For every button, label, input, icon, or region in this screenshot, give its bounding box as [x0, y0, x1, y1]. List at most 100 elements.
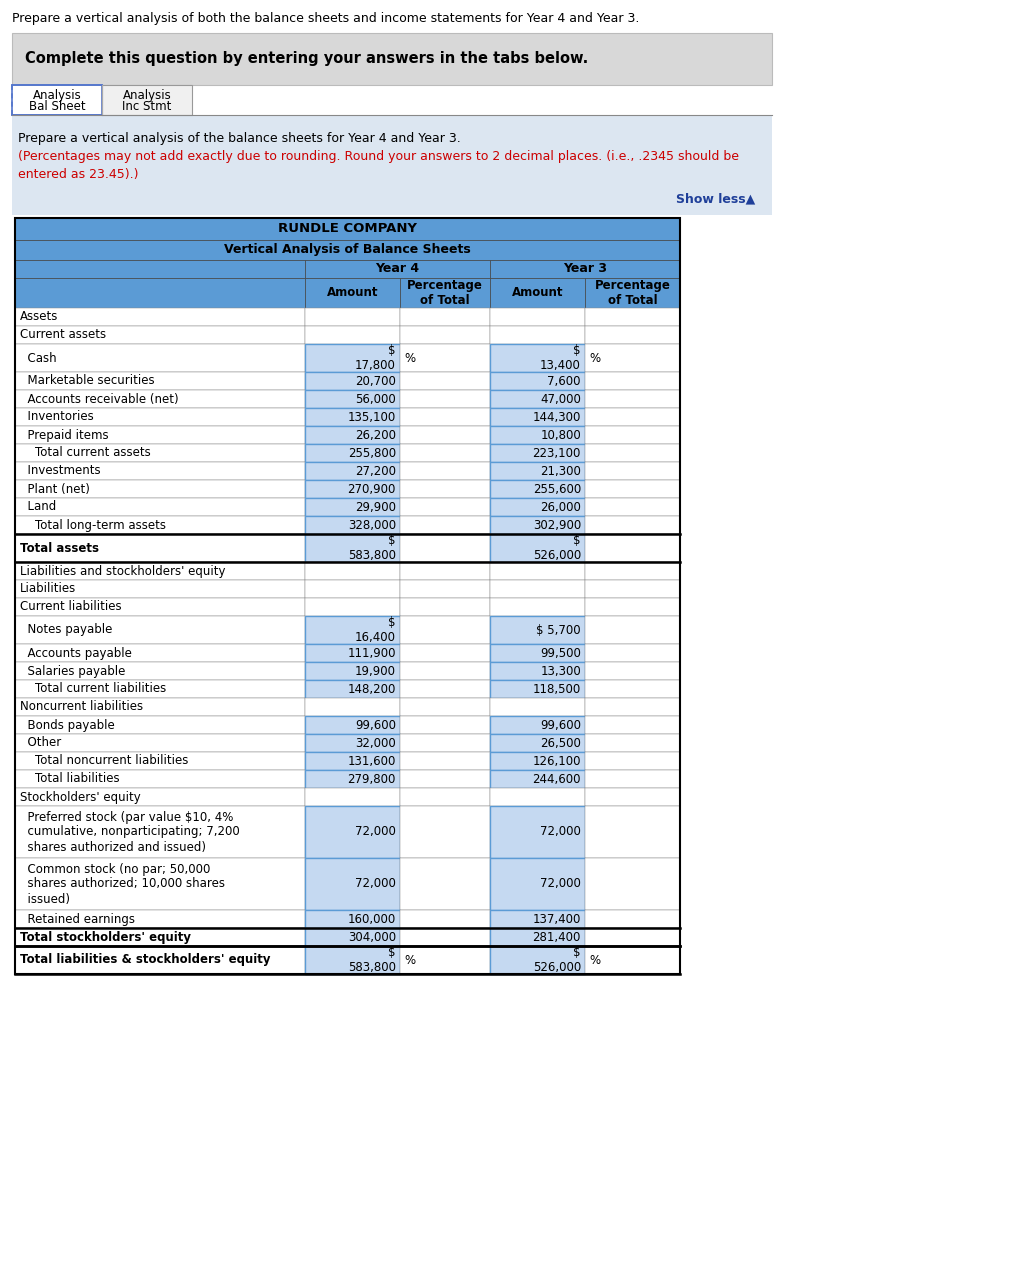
Text: Land: Land	[20, 500, 56, 513]
Bar	[399, 498, 489, 516]
Text: 223,100: 223,100	[532, 447, 581, 460]
Bar	[399, 390, 489, 408]
Bar	[15, 425, 305, 444]
Text: 19,900: 19,900	[355, 664, 395, 677]
Text: $
16,400: $ 16,400	[355, 616, 395, 644]
Bar	[399, 859, 489, 911]
Bar	[399, 770, 489, 787]
Bar	[585, 344, 680, 372]
Text: 27,200: 27,200	[355, 465, 395, 478]
Bar	[585, 859, 680, 911]
Bar	[585, 946, 680, 974]
Bar	[399, 928, 489, 946]
Bar	[305, 408, 399, 425]
Bar	[399, 698, 489, 716]
Text: 255,600: 255,600	[532, 483, 581, 495]
Text: 10,800: 10,800	[540, 428, 581, 442]
Bar	[585, 928, 680, 946]
Text: Cash: Cash	[20, 352, 57, 364]
Text: 148,200: 148,200	[347, 682, 395, 696]
Bar	[15, 580, 305, 598]
Bar	[585, 498, 680, 516]
Text: 160,000: 160,000	[347, 913, 395, 926]
Bar	[305, 516, 399, 533]
Bar	[585, 425, 680, 444]
Bar	[489, 662, 585, 679]
Text: 135,100: 135,100	[347, 410, 395, 423]
Bar	[399, 563, 489, 580]
Bar	[399, 598, 489, 616]
Bar	[15, 616, 305, 644]
Text: Salaries payable: Salaries payable	[20, 664, 125, 677]
Bar	[15, 390, 305, 408]
Text: Prepare a vertical analysis of both the balance sheets and income statements for: Prepare a vertical analysis of both the …	[12, 11, 639, 25]
Bar	[399, 326, 489, 344]
Bar	[305, 444, 399, 462]
Bar	[585, 480, 680, 498]
Bar	[489, 309, 585, 326]
Bar	[585, 911, 680, 928]
Text: Percentage
of Total: Percentage of Total	[407, 279, 482, 307]
Bar	[399, 408, 489, 425]
Bar	[489, 698, 585, 716]
Text: 244,600: 244,600	[532, 772, 581, 786]
Bar	[399, 716, 489, 734]
Bar	[489, 770, 585, 787]
Bar	[489, 580, 585, 598]
Bar	[305, 580, 399, 598]
Text: 137,400: 137,400	[532, 913, 581, 926]
Text: Other: Other	[20, 737, 61, 749]
Text: Liabilities: Liabilities	[20, 583, 76, 596]
Text: 72,000: 72,000	[540, 878, 581, 890]
Bar	[15, 444, 305, 462]
Bar	[399, 644, 489, 662]
Bar	[399, 444, 489, 462]
Text: 118,500: 118,500	[532, 682, 581, 696]
Text: (Percentages may not add exactly due to rounding. Round your answers to 2 decima: (Percentages may not add exactly due to …	[18, 150, 739, 163]
Bar	[305, 770, 399, 787]
Bar	[489, 425, 585, 444]
Bar	[399, 946, 489, 974]
Bar	[15, 662, 305, 679]
Bar	[489, 372, 585, 390]
Text: 99,600: 99,600	[539, 719, 581, 732]
Bar	[489, 260, 680, 278]
Bar	[15, 408, 305, 425]
Text: 13,300: 13,300	[540, 664, 581, 677]
Text: 279,800: 279,800	[347, 772, 395, 786]
Bar	[399, 752, 489, 770]
Bar	[399, 278, 489, 309]
Text: entered as 23.45).): entered as 23.45).)	[18, 168, 139, 182]
Bar	[15, 859, 305, 911]
Bar	[489, 326, 585, 344]
Bar	[585, 806, 680, 859]
Text: $
526,000: $ 526,000	[532, 946, 581, 974]
Bar	[15, 516, 305, 533]
Bar	[399, 662, 489, 679]
Bar	[305, 344, 399, 372]
Text: Plant (net): Plant (net)	[20, 483, 90, 495]
Text: 99,600: 99,600	[355, 719, 395, 732]
Bar	[585, 734, 680, 752]
Text: Marketable securities: Marketable securities	[20, 375, 155, 387]
Bar	[585, 326, 680, 344]
Bar	[585, 278, 680, 309]
Text: Analysis: Analysis	[122, 89, 171, 102]
Bar	[305, 598, 399, 616]
Text: Total assets: Total assets	[20, 541, 99, 555]
Bar	[399, 911, 489, 928]
Text: Year 4: Year 4	[375, 263, 419, 276]
Bar	[585, 462, 680, 480]
Bar	[305, 787, 399, 806]
Text: Amount: Amount	[326, 287, 378, 300]
Bar	[12, 85, 102, 116]
Bar	[399, 533, 489, 563]
Text: 328,000: 328,000	[347, 518, 395, 532]
Text: %: %	[404, 954, 415, 966]
Bar	[585, 309, 680, 326]
Bar	[15, 309, 305, 326]
Bar	[399, 806, 489, 859]
Bar	[489, 462, 585, 480]
Text: $
583,800: $ 583,800	[347, 946, 395, 974]
Bar	[399, 734, 489, 752]
